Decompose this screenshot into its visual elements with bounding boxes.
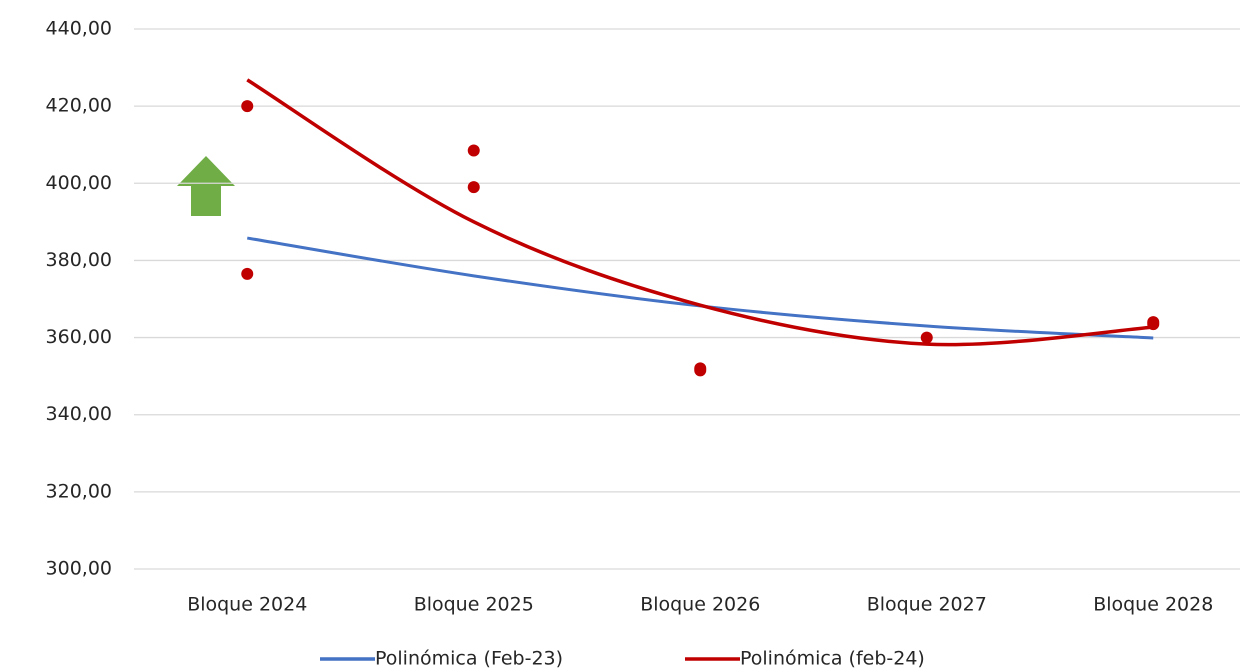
y-tick-label: 420,00 (46, 95, 112, 117)
y-tick-label: 400,00 (46, 172, 112, 194)
y-tick-label: 300,00 (46, 558, 112, 580)
y-tick-label: 340,00 (46, 403, 112, 425)
x-tick-label: Bloque 2026 (640, 594, 760, 616)
x-tick-label: Bloque 2025 (414, 594, 534, 616)
data-point (920, 331, 933, 344)
data-point (467, 144, 480, 157)
y-tick-label: 440,00 (46, 18, 112, 40)
data-point (467, 181, 480, 194)
trend-line (246, 78, 1154, 347)
legend-label: Polinómica (feb-24) (740, 648, 925, 670)
y-tick-label: 380,00 (46, 249, 112, 271)
data-point (241, 100, 254, 113)
x-tick-label: Bloque 2027 (867, 594, 987, 616)
trend-line (247, 236, 1154, 340)
up-arrow (177, 156, 235, 216)
data-point (1147, 316, 1160, 329)
x-tick-label: Bloque 2028 (1093, 594, 1213, 616)
x-tick-label: Bloque 2024 (187, 594, 307, 616)
y-tick-label: 360,00 (46, 326, 112, 348)
legend-label: Polinómica (Feb-23) (375, 648, 563, 670)
data-point (694, 364, 707, 377)
y-tick-label: 320,00 (46, 480, 112, 502)
data-point (241, 267, 254, 280)
